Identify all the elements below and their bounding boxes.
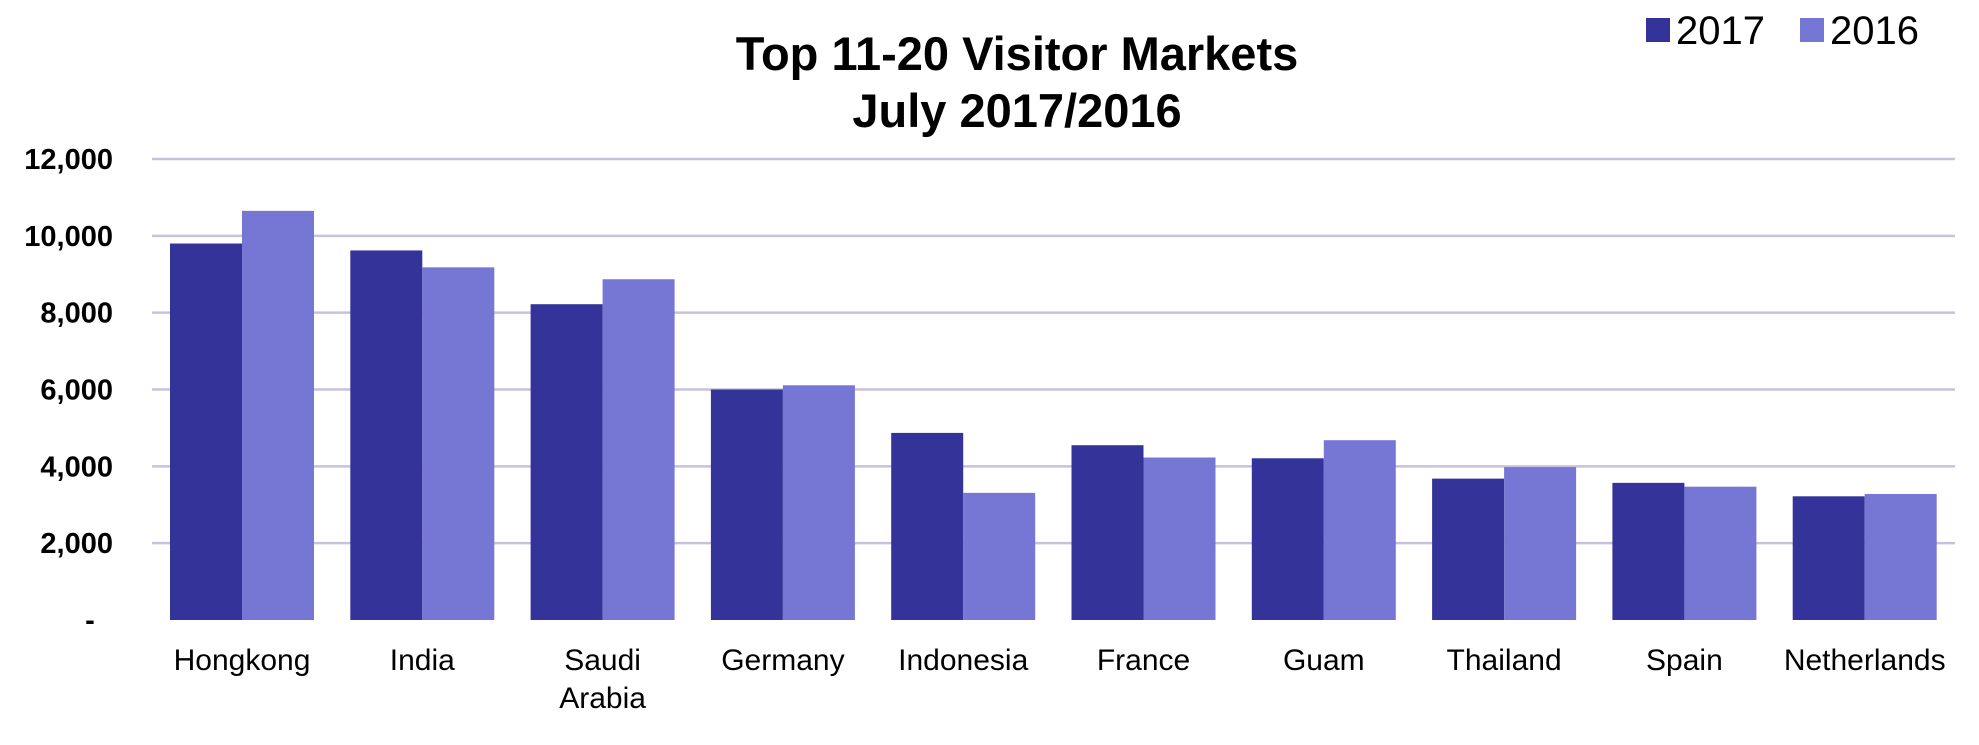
legend-swatch-2016: [1800, 18, 1824, 42]
y-tick-label: 8,000: [40, 298, 113, 330]
y-tick-label: 2,000: [40, 528, 113, 560]
bar-2017-hongkong: [170, 243, 242, 620]
bar-2016-guam: [1323, 440, 1396, 620]
bar-2016-germany: [782, 385, 855, 620]
bar-2017-guam: [1251, 458, 1324, 620]
x-axis-tick-labels: Hongkong India Saudi Arabia Germany Indonesia…: [174, 644, 1946, 715]
bar-2016-india: [422, 267, 495, 620]
bar-2017-spain: [1612, 482, 1685, 620]
y-axis-tick-labels: - 2,000 4,000 6,000 8,000 10,000 12,000: [24, 144, 113, 637]
bar-2017-france: [1071, 445, 1144, 620]
bar-2016-indonesia: [963, 492, 1036, 620]
bar-2017-netherlands: [1792, 496, 1865, 620]
x-tick-label: Arabia: [559, 682, 646, 715]
y-tick-label: 4,000: [40, 451, 113, 483]
x-tick-label: Saudi: [564, 644, 641, 677]
legend-label-2017: 2017: [1676, 9, 1765, 53]
bar-2016-netherlands: [1864, 493, 1937, 620]
x-tick-label: Spain: [1646, 644, 1723, 677]
bar-2016-thailand: [1504, 467, 1577, 620]
x-tick-label: Netherlands: [1784, 644, 1946, 677]
bar-2017-indonesia: [891, 432, 964, 620]
bar-2016-france: [1143, 457, 1216, 620]
y-tick-label: 12,000: [24, 144, 113, 176]
bar-2017-thailand: [1432, 478, 1505, 620]
x-tick-label: Guam: [1283, 644, 1365, 677]
bars: [170, 210, 1937, 621]
x-tick-label: Hongkong: [174, 644, 311, 677]
chart-title-line-2: July 2017/2016: [852, 84, 1181, 137]
x-tick-label: France: [1097, 644, 1190, 677]
x-tick-label: Germany: [721, 644, 844, 677]
y-tick-label: 6,000: [40, 375, 113, 407]
bar-2017-india: [350, 250, 423, 620]
bar-2017-saudi-arabia: [530, 304, 603, 620]
legend-label-2016: 2016: [1830, 9, 1919, 53]
bar-2016-spain: [1684, 486, 1757, 620]
bar-2016-saudi-arabia: [602, 279, 675, 620]
legend: 2017 2016: [1646, 9, 1919, 53]
bar-2017-germany: [710, 389, 783, 620]
x-tick-label: Indonesia: [898, 644, 1028, 677]
x-tick-label: Thailand: [1447, 644, 1562, 677]
legend-swatch-2017: [1646, 18, 1670, 42]
chart-title: Top 11-20 Visitor Markets July 2017/2016: [736, 27, 1299, 137]
chart-title-line-1: Top 11-20 Visitor Markets: [736, 27, 1299, 80]
bar-2016-hongkong: [242, 210, 314, 621]
y-tick-label: -: [85, 605, 95, 637]
x-tick-label: India: [390, 644, 455, 677]
y-tick-label: 10,000: [24, 221, 113, 253]
